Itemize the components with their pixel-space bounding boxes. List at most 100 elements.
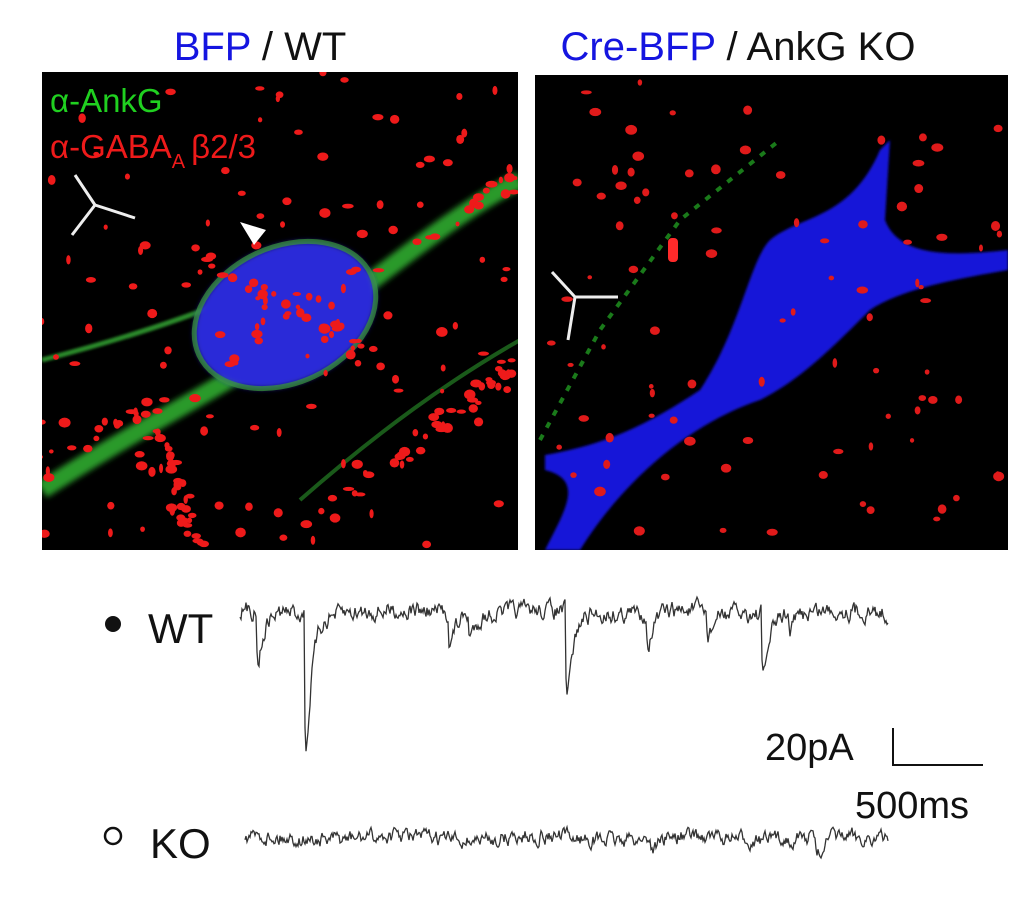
puncta xyxy=(78,113,86,123)
puncta xyxy=(214,331,226,339)
puncta xyxy=(996,230,1003,238)
puncta xyxy=(615,221,624,231)
puncta xyxy=(141,397,153,407)
puncta xyxy=(376,362,385,371)
puncta xyxy=(928,396,938,404)
puncta xyxy=(570,472,577,478)
puncta xyxy=(260,317,266,326)
puncta xyxy=(914,184,924,194)
puncta xyxy=(389,458,400,468)
puncta xyxy=(340,77,349,83)
puncta xyxy=(67,445,77,451)
puncta xyxy=(261,304,268,311)
puncta xyxy=(165,503,178,512)
puncta xyxy=(58,417,71,428)
puncta xyxy=(446,407,457,414)
puncta xyxy=(166,451,175,460)
puncta xyxy=(329,513,341,523)
puncta xyxy=(793,218,800,228)
puncta xyxy=(237,190,246,196)
puncta xyxy=(134,451,145,458)
puncta xyxy=(720,463,732,473)
puncta xyxy=(148,466,156,477)
ko-trace xyxy=(244,824,889,860)
puncta xyxy=(197,269,203,275)
puncta xyxy=(294,129,303,135)
puncta xyxy=(318,507,325,515)
puncta xyxy=(69,361,81,367)
puncta xyxy=(191,244,200,252)
puncta xyxy=(472,193,485,201)
puncta xyxy=(422,540,432,549)
puncta xyxy=(276,428,282,437)
puncta xyxy=(919,133,927,142)
puncta xyxy=(282,197,292,206)
puncta xyxy=(508,189,518,195)
puncta xyxy=(628,265,639,274)
puncta xyxy=(743,105,753,115)
micrograph-ko xyxy=(535,75,1008,550)
puncta xyxy=(181,282,192,288)
puncta xyxy=(594,486,606,497)
puncta xyxy=(279,534,288,541)
puncta xyxy=(669,110,676,116)
puncta xyxy=(152,408,163,415)
puncta xyxy=(818,471,828,479)
puncta xyxy=(633,526,645,536)
scale-label: 500ms xyxy=(855,785,969,827)
puncta xyxy=(633,196,641,204)
puncta xyxy=(866,313,873,322)
puncta xyxy=(176,502,186,511)
puncta xyxy=(719,527,727,533)
puncta xyxy=(918,395,927,401)
puncta xyxy=(936,233,948,241)
puncta xyxy=(159,397,170,403)
puncta xyxy=(251,329,263,339)
puncta xyxy=(399,460,405,469)
puncta xyxy=(244,285,253,294)
puncta xyxy=(341,459,346,469)
puncta xyxy=(224,361,236,368)
puncta xyxy=(611,164,619,175)
puncta xyxy=(495,382,502,391)
puncta xyxy=(140,526,145,532)
puncta xyxy=(885,413,891,419)
puncta xyxy=(648,384,654,389)
puncta xyxy=(627,167,635,177)
puncta xyxy=(205,219,210,227)
puncta xyxy=(183,530,192,537)
puncta xyxy=(912,159,925,167)
puncta xyxy=(260,283,268,291)
puncta xyxy=(660,473,670,481)
puncta xyxy=(684,169,694,178)
trace-label: KO xyxy=(150,820,211,867)
puncta xyxy=(440,364,446,372)
puncta xyxy=(258,290,267,299)
puncta xyxy=(124,173,130,180)
puncta xyxy=(475,400,482,405)
puncta xyxy=(758,376,765,387)
puncta xyxy=(376,200,384,210)
stain-label: α-GABAA β2/3 xyxy=(50,128,256,173)
puncta xyxy=(208,263,216,269)
puncta xyxy=(470,379,482,388)
puncta xyxy=(485,180,498,188)
puncta xyxy=(280,299,291,309)
puncta xyxy=(227,273,238,283)
puncta xyxy=(473,201,484,210)
puncta xyxy=(250,424,260,431)
puncta xyxy=(423,155,436,163)
puncta xyxy=(319,208,331,218)
puncta xyxy=(154,428,161,437)
puncta xyxy=(340,283,346,294)
puncta xyxy=(335,318,341,327)
puncta xyxy=(485,377,493,382)
puncta xyxy=(318,323,329,333)
puncta xyxy=(139,241,151,250)
puncta xyxy=(284,311,292,316)
puncta xyxy=(103,224,108,230)
puncta xyxy=(245,502,253,511)
puncta xyxy=(393,388,404,393)
puncta xyxy=(993,124,1003,133)
puncta xyxy=(357,343,365,349)
